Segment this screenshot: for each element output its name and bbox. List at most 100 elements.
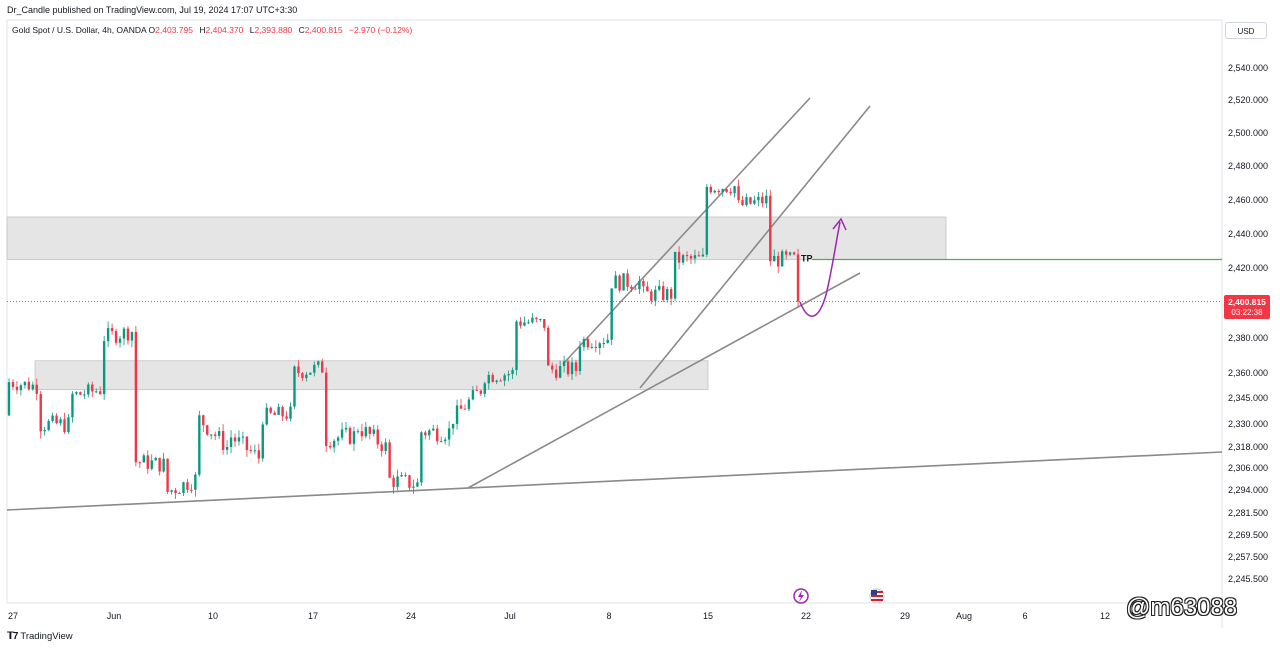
candle-body: [551, 365, 554, 370]
candle-body: [547, 327, 550, 366]
price-axis[interactable]: 2,540.000 2,520.000 2,500.000 2,480.000 2,46…: [1228, 63, 1268, 584]
candle-body: [725, 189, 728, 192]
candle-body: [388, 442, 391, 478]
candle-body: [443, 439, 447, 442]
lightning-event-icon[interactable]: [793, 588, 809, 604]
candle-body: [503, 375, 506, 381]
time-axis[interactable]: 27 Jun 10 17 24 Jul 8 15 22 29 Aug 6 12: [8, 611, 1110, 621]
candle-body: [566, 361, 570, 375]
candle-body: [114, 331, 118, 343]
candle-body: [289, 406, 292, 419]
lower-support-zone: [34, 360, 709, 391]
price-tick-label: 2,480.000: [1228, 161, 1268, 171]
candle-body: [51, 415, 54, 422]
projection-arrow: [799, 221, 841, 317]
candle-body: [705, 186, 709, 255]
short-term-support: [467, 272, 861, 489]
candle-body: [332, 440, 336, 448]
candle-body: [122, 328, 126, 339]
candle-body: [229, 437, 233, 448]
candle-body: [646, 286, 649, 292]
candle-body: [178, 493, 181, 495]
price-tick-label: 2,294.000: [1228, 485, 1268, 495]
candle-body: [669, 289, 673, 299]
candle-body: [757, 196, 760, 201]
candle-body: [642, 280, 645, 287]
candle-body: [71, 393, 74, 418]
ohlc-high: 2,404.370: [205, 25, 244, 35]
candle-body: [301, 373, 304, 379]
candle-body: [400, 475, 403, 477]
candle-body: [638, 280, 641, 290]
candle-body: [23, 381, 27, 386]
candle-body: [491, 374, 494, 382]
candle-body: [170, 490, 173, 492]
candle-body: [765, 195, 768, 204]
candle-body: [336, 437, 340, 441]
candle-body: [483, 383, 486, 394]
candle-body: [709, 186, 713, 193]
price-tick-label: 2,318.000: [1228, 442, 1268, 452]
candle-body: [285, 416, 288, 419]
candle-body: [404, 475, 407, 477]
candle-body: [154, 457, 157, 461]
candle-body: [317, 361, 320, 365]
candle-body: [309, 372, 312, 375]
projection-arrow-head: [832, 217, 847, 231]
candle-body: [325, 372, 328, 446]
long-term-support: [6, 451, 1223, 511]
candle-body: [138, 462, 142, 464]
candle-body: [75, 392, 78, 394]
channel-upper: [562, 97, 811, 365]
candle-body: [344, 427, 348, 430]
candle-body: [471, 390, 475, 400]
candle-body: [340, 429, 344, 438]
candle-body: [693, 255, 697, 259]
price-tag-box: [1224, 295, 1270, 319]
price-tick-label: 2,520.000: [1228, 95, 1268, 105]
candle-body: [598, 343, 601, 348]
candle-body: [654, 289, 657, 301]
candle-body: [408, 475, 411, 488]
candle-body: [55, 415, 58, 424]
candle-body: [95, 391, 98, 393]
candle-body: [527, 322, 530, 324]
candle-body: [539, 319, 542, 321]
us-flag-event-icon[interactable]: [869, 588, 885, 604]
time-tick-label: Jul: [504, 611, 516, 621]
candle-body: [142, 455, 146, 463]
currency-button[interactable]: USD: [1225, 22, 1267, 39]
ohlc-close: 2,400.815: [304, 25, 343, 35]
candle-body: [27, 381, 31, 390]
candle-body: [796, 254, 800, 302]
ohlc-close-key: C: [298, 25, 305, 35]
candle-body: [729, 191, 732, 194]
candle-body: [293, 366, 296, 407]
candle-body: [396, 476, 399, 487]
candle-body: [98, 391, 102, 395]
candle-body: [79, 392, 82, 395]
ohlc-low-key: L: [249, 25, 255, 35]
candle-body: [586, 339, 590, 348]
candle-body: [788, 252, 792, 255]
candle-body: [562, 361, 566, 366]
time-tick-label: 15: [703, 611, 713, 621]
candle-body: [348, 427, 352, 444]
ohlc-change: −2.970 (−0.12%): [349, 25, 413, 35]
candle-body: [190, 489, 193, 491]
time-tick-label: 6: [1022, 611, 1027, 621]
candle-body: [543, 319, 546, 328]
candle-body: [582, 339, 586, 347]
candle-body: [257, 450, 260, 459]
price-tick-label: 2,460.000: [1228, 195, 1268, 205]
tradingview-logo[interactable]: 𝗧7 TradingView: [7, 631, 73, 642]
time-tick-label: Jun: [107, 611, 122, 621]
candle-body: [91, 384, 94, 392]
channel-lower: [639, 105, 871, 389]
candle-body: [436, 428, 439, 442]
candle-body: [360, 431, 364, 437]
candle-body: [574, 362, 578, 372]
candle-body: [265, 407, 268, 425]
candle-body: [523, 322, 526, 326]
